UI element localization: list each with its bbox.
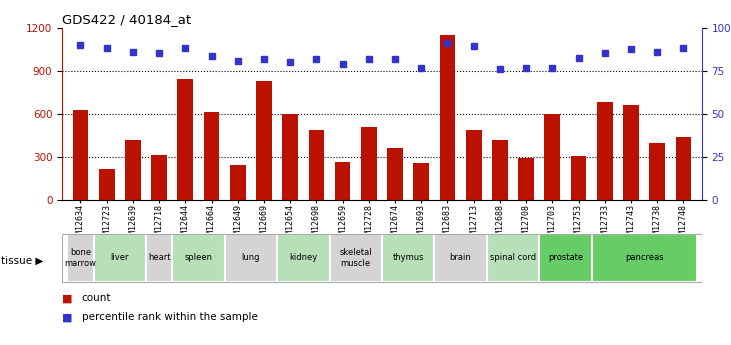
Bar — [335, 162, 350, 200]
Text: lung: lung — [242, 253, 260, 263]
Bar — [492, 140, 508, 200]
Bar — [414, 163, 429, 200]
Bar — [434, 234, 487, 282]
Bar — [597, 102, 613, 200]
Text: GDS422 / 40184_at: GDS422 / 40184_at — [62, 13, 192, 27]
Text: ■: ■ — [62, 313, 72, 322]
Bar — [439, 35, 455, 200]
Text: brain: brain — [450, 253, 471, 263]
Bar — [224, 234, 277, 282]
Bar — [277, 234, 330, 282]
Text: thymus: thymus — [393, 253, 424, 263]
Bar — [387, 148, 403, 200]
Bar — [487, 234, 539, 282]
Text: liver: liver — [110, 253, 129, 263]
Bar — [382, 234, 434, 282]
Bar — [230, 165, 246, 200]
Text: percentile rank within the sample: percentile rank within the sample — [82, 313, 258, 322]
Bar — [146, 234, 173, 282]
Text: prostate: prostate — [548, 253, 583, 263]
Bar — [571, 156, 586, 200]
Bar — [623, 105, 639, 200]
Bar — [99, 169, 115, 200]
Text: spinal cord: spinal cord — [490, 253, 536, 263]
Bar — [539, 234, 591, 282]
Bar — [308, 130, 325, 200]
Bar — [518, 158, 534, 200]
Bar — [675, 137, 692, 200]
Text: tissue ▶: tissue ▶ — [1, 256, 44, 265]
Text: bone
marrow: bone marrow — [64, 248, 96, 268]
Bar — [94, 234, 146, 282]
Bar — [72, 110, 88, 200]
Bar — [173, 234, 224, 282]
Bar — [67, 234, 94, 282]
Bar — [591, 234, 697, 282]
Bar — [466, 130, 482, 200]
Text: ■: ■ — [62, 294, 72, 303]
Bar — [361, 127, 376, 200]
Bar — [151, 155, 167, 200]
Text: heart: heart — [148, 253, 170, 263]
Bar — [178, 79, 193, 200]
Bar — [545, 114, 560, 200]
Bar — [649, 143, 665, 200]
Bar — [204, 112, 219, 200]
Bar — [282, 114, 298, 200]
Text: count: count — [82, 294, 111, 303]
Text: spleen: spleen — [184, 253, 213, 263]
Bar — [125, 140, 141, 200]
Bar — [256, 81, 272, 200]
Text: pancreas: pancreas — [625, 253, 664, 263]
Bar — [330, 234, 382, 282]
Text: kidney: kidney — [289, 253, 317, 263]
Text: skeletal
muscle: skeletal muscle — [339, 248, 372, 268]
